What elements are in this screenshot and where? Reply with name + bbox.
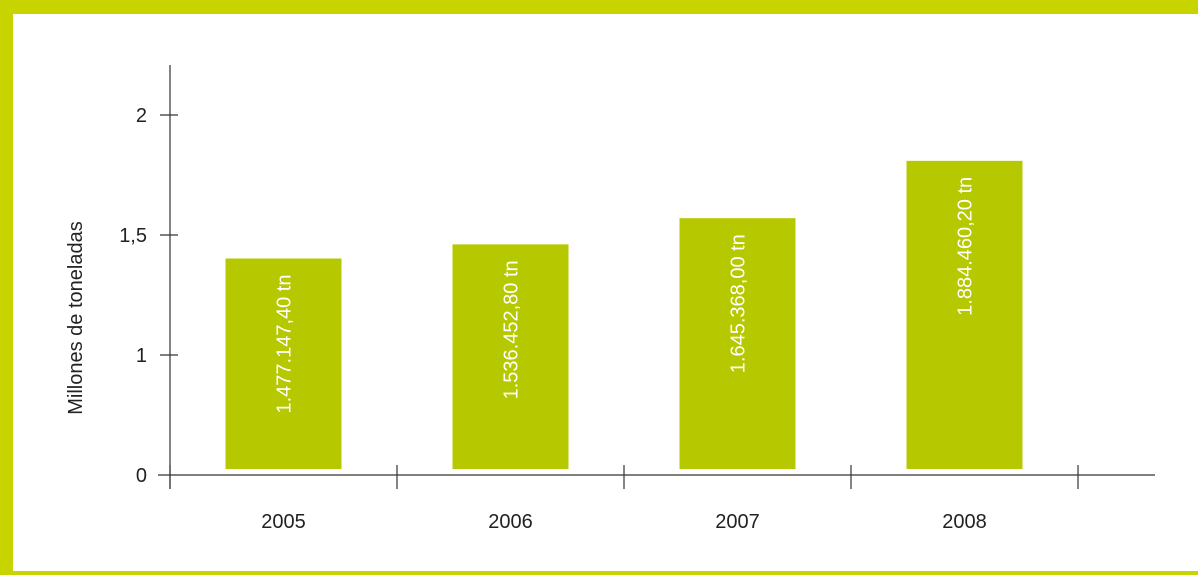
bars bbox=[225, 160, 1023, 469]
x-tick-label: 2008 bbox=[942, 511, 987, 533]
y-tick-label: 1 bbox=[136, 345, 147, 367]
bar-data-label: 1.536.452,80 tn bbox=[501, 260, 523, 399]
labels: 2005 1.477.147,40 tn 2006 1.536.452,80 tn 20… bbox=[261, 177, 987, 533]
y-tick-label: 0 bbox=[136, 465, 147, 487]
frame-border-bottom bbox=[0, 571, 1198, 575]
x-tick-label: 2007 bbox=[715, 511, 760, 533]
bar bbox=[452, 244, 569, 469]
bar bbox=[225, 258, 342, 469]
bar-data-label: 1.477.147,40 tn bbox=[274, 275, 296, 414]
y-axis-label: Millones de toneladas bbox=[65, 221, 87, 414]
bar bbox=[679, 218, 796, 469]
x-tick-label: 2006 bbox=[488, 511, 533, 533]
bar bbox=[906, 160, 1023, 469]
bar-data-label: 1.645.368,00 tn bbox=[728, 234, 750, 373]
y-tick-label: 1,5 bbox=[119, 225, 147, 247]
axes: 011,52 bbox=[119, 65, 1155, 489]
x-tick-label: 2005 bbox=[261, 511, 306, 533]
frame-border-top bbox=[0, 0, 1198, 14]
frame-border-left bbox=[0, 0, 13, 575]
y-tick-label: 2 bbox=[136, 105, 147, 127]
bar-data-label: 1.884.460,20 tn bbox=[955, 177, 977, 316]
